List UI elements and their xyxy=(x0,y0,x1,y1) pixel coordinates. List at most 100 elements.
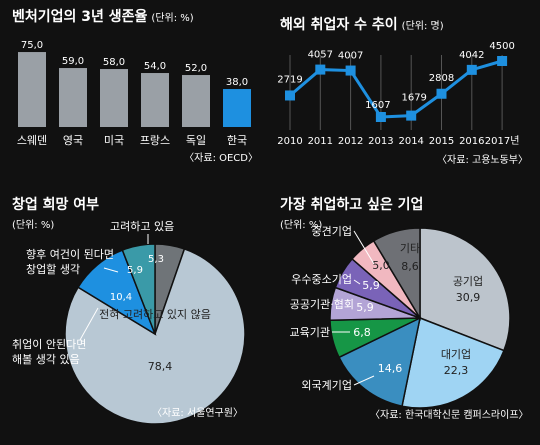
slice-label: 공기업 xyxy=(453,275,483,288)
pie-slice xyxy=(338,316,422,408)
bar-value-label: 59,0 xyxy=(62,56,84,67)
slice-label: 우수중소기업 xyxy=(291,273,352,286)
x-tick-label: 2016 xyxy=(459,136,484,147)
line-chart: 2719 2010 4057 2011 4007 2012 1607 2013 1679 2014… xyxy=(277,41,520,147)
leader-line xyxy=(79,307,99,341)
slice-label: 기타 xyxy=(400,242,420,255)
preferred-company-panel: 가장 취업하고 싶은 기업 (단위: %) 공기업 30,9 대기업 22,3 14,6… xyxy=(270,180,540,445)
slice-value: 6,8 xyxy=(353,326,371,339)
leader-line xyxy=(353,375,375,386)
bar-value-label: 75,0 xyxy=(21,40,43,51)
chart-title: 해외 취업자 수 추이 (단위: 명) xyxy=(280,14,444,34)
bar-value-label: 58,0 xyxy=(103,57,125,68)
slice-value: 14,6 xyxy=(378,362,403,375)
slice-label: 향후 여건이 된다면 xyxy=(26,248,114,261)
data-point xyxy=(466,64,477,75)
series-line xyxy=(289,59,503,119)
slice-label: 취업이 안된다면 xyxy=(12,338,86,351)
data-label: 4057 xyxy=(308,50,333,61)
x-tick-label: 2017년 xyxy=(485,135,520,147)
bar xyxy=(223,89,251,127)
leader-line xyxy=(353,230,375,265)
pie-slice xyxy=(372,227,421,321)
data-label: 4500 xyxy=(489,41,514,52)
chart-unit: (단위: %) xyxy=(280,220,323,231)
chart-source: 〈자료: 한국대학신문 캠퍼스라이프〉 xyxy=(370,410,529,421)
overseas-employment-panel: 해외 취업자 수 추이 (단위: 명) 2719 2010 4057 2011 4007 2… xyxy=(270,0,540,180)
slice-label: 고려하고 있음 xyxy=(110,219,174,233)
x-tick-label: 2012 xyxy=(338,136,363,147)
data-label: 4042 xyxy=(459,50,484,61)
slice-label: 중견기업 xyxy=(312,225,352,238)
data-point xyxy=(315,64,326,75)
data-point xyxy=(497,56,508,66)
slice-label: 창업할 생각 xyxy=(26,263,80,276)
slice-value: 5,3 xyxy=(148,254,164,265)
bar xyxy=(100,69,128,127)
bar-value-label: 38,0 xyxy=(226,77,248,88)
slice-value: 30,9 xyxy=(456,291,481,304)
category-label: 스웨덴 xyxy=(17,134,47,147)
category-label: 한국 xyxy=(227,134,247,147)
bar-chart: 75,0 스웨덴 59,0 영국 58,0 미국 54,0 프랑스 52,0 독일 38,0 한국 xyxy=(17,40,251,147)
chart-unit: (단위: %) xyxy=(151,13,194,24)
category-label: 독일 xyxy=(186,133,206,147)
data-point xyxy=(375,112,386,122)
slice-value: 78,4 xyxy=(148,360,173,373)
bar-value-label: 52,0 xyxy=(185,63,207,74)
chart-title-text: 해외 취업자 수 추이 xyxy=(280,17,398,33)
slice-value: 5,9 xyxy=(362,279,380,292)
pie-slice xyxy=(419,227,511,352)
startup-intent-panel: 창업 희망 여부 (단위: %) 전혀 고려하고 있지 않음 78,4 10,4 5,… xyxy=(0,180,270,445)
slice-value: 8,6 xyxy=(401,260,419,273)
chart-source: 〈자료: OECD〉 xyxy=(184,153,258,164)
slice-label: 교육기관 xyxy=(290,326,330,339)
chart-source: 〈자료: 고용노동부〉 xyxy=(437,155,528,166)
slice-value: 22,3 xyxy=(444,364,469,377)
data-point xyxy=(436,88,447,99)
bar xyxy=(141,73,169,127)
x-tick-label: 2013 xyxy=(368,136,393,147)
chart-unit: (단위: 명) xyxy=(401,21,444,32)
x-tick-label: 2015 xyxy=(429,136,454,147)
chart-unit: (단위: %) xyxy=(12,220,55,231)
slice-value: 5,9 xyxy=(356,301,374,314)
x-tick-label: 2010 xyxy=(277,136,302,147)
slice-value: 5,9 xyxy=(127,265,143,276)
chart-source: 〈자료: 서울연구원〉 xyxy=(152,408,243,419)
data-point xyxy=(406,110,417,121)
pie-slice xyxy=(401,316,505,409)
data-label: 2719 xyxy=(277,74,302,85)
data-label: 1607 xyxy=(365,100,390,111)
bar xyxy=(18,52,46,127)
data-label: 4007 xyxy=(338,51,363,62)
x-tick-label: 2014 xyxy=(398,136,423,147)
pie-slice xyxy=(64,247,246,425)
chart-title: 창업 희망 여부 xyxy=(12,197,100,213)
slice-label: 전혀 고려하고 있지 않음 xyxy=(99,307,211,321)
category-label: 미국 xyxy=(104,134,124,147)
slice-value: 10,4 xyxy=(110,292,132,303)
company-pie-chart: 공기업 30,9 대기업 22,3 14,6 6,8 5,9 5,9 5,0 기타 8,6 중견기업우… xyxy=(290,225,511,409)
leader-line xyxy=(353,279,361,285)
slice-label: 공공기관·협회 xyxy=(290,298,354,311)
data-label: 1679 xyxy=(401,93,426,104)
bar xyxy=(182,75,210,127)
bar xyxy=(59,68,87,127)
chart-title: 가장 취업하고 싶은 기업 xyxy=(280,197,424,213)
survival-rate-panel: 벤처기업의 3년 생존율 (단위: %) 75,0 스웨덴 59,0 영국 58,0 미국 5… xyxy=(0,0,270,180)
leader-line xyxy=(103,267,119,273)
category-label: 영국 xyxy=(63,134,83,147)
x-tick-label: 2011 xyxy=(308,136,333,147)
slice-label: 해볼 생각 있음 xyxy=(12,352,80,366)
bar-value-label: 54,0 xyxy=(144,61,166,72)
chart-title-text: 벤처기업의 3년 생존율 xyxy=(12,9,148,25)
slice-label: 대기업 xyxy=(441,348,471,361)
data-point xyxy=(285,90,295,101)
chart-title: 벤처기업의 3년 생존율 (단위: %) xyxy=(12,6,194,26)
pie-slice xyxy=(121,243,156,335)
category-label: 프랑스 xyxy=(140,134,170,147)
slice-value: 5,0 xyxy=(372,259,390,272)
data-label: 2808 xyxy=(429,73,454,84)
